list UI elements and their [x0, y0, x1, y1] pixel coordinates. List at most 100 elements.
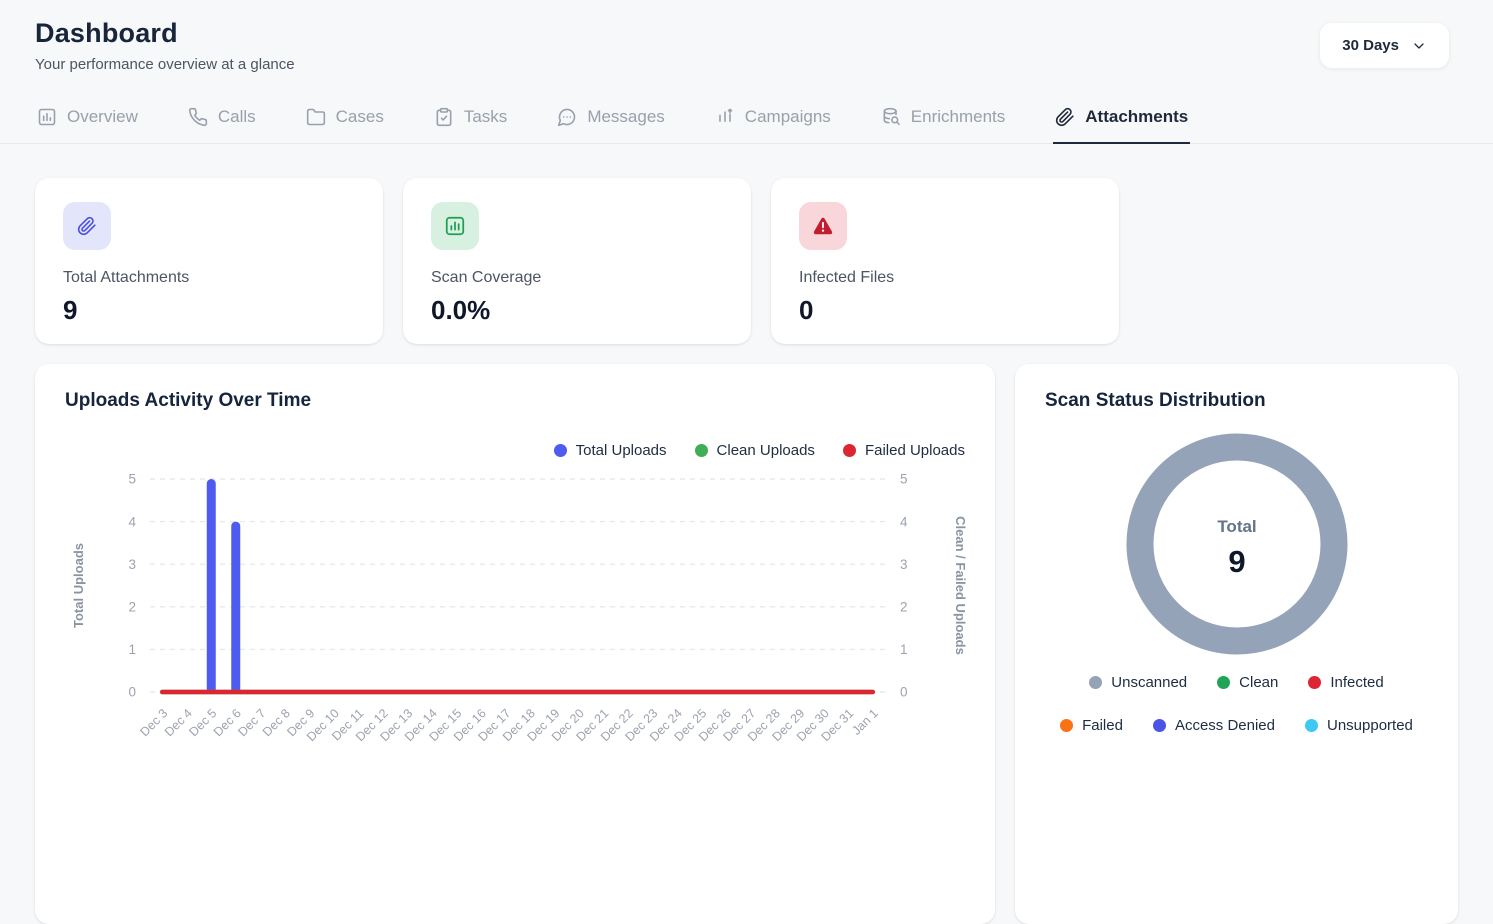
uploads-chart-svg: 0 0 1 1 2 2 3 3 4 4 5 5 Total Uploads Clean / Failed … — [71, 472, 968, 744]
page-title: Dashboard — [35, 18, 178, 48]
tab-label: Overview — [67, 107, 138, 126]
stat-card-total-attachments: Total Attachments 9 — [35, 178, 383, 344]
legend-dot — [1217, 676, 1231, 689]
legend-label: Unscanned — [1111, 674, 1188, 691]
svg-text:1: 1 — [128, 642, 136, 657]
scan-status-card: Scan Status Distribution Total 9 Unscanne… — [1015, 364, 1458, 924]
stat-card-scan-coverage: Scan Coverage 0.0% — [403, 178, 751, 344]
clipboard-icon — [434, 107, 454, 127]
tab-bar: Overview Calls Cases Tasks Messages Campaigns… — [0, 97, 1493, 144]
legend-item-access-denied[interactable]: Access Denied — [1152, 717, 1275, 734]
legend-label: Access Denied — [1174, 717, 1275, 734]
stat-value: 0.0% — [431, 295, 491, 325]
chevron-down-icon — [1411, 38, 1427, 54]
svg-text:2: 2 — [900, 600, 908, 615]
paperclip-icon — [1055, 107, 1075, 127]
legend-dot — [1152, 719, 1166, 732]
page-header: Dashboard Your performance overview at a… — [0, 18, 1493, 73]
svg-text:1: 1 — [900, 642, 908, 657]
date-range-label: 30 Days — [1342, 37, 1399, 54]
tab-tasks[interactable]: Tasks — [432, 97, 509, 144]
svg-text:0: 0 — [128, 685, 136, 700]
uploads-chart-title: Uploads Activity Over Time — [65, 390, 312, 411]
svg-text:Total: Total — [1217, 517, 1256, 536]
tab-enrichments[interactable]: Enrichments — [879, 97, 1007, 144]
svg-text:3: 3 — [128, 557, 136, 572]
legend-item-unsupported[interactable]: Unsupported — [1305, 717, 1413, 734]
legend-label: Clean Uploads — [716, 442, 815, 459]
legend-item-total-uploads[interactable]: Total Uploads — [553, 442, 667, 459]
uploads-chart-legend: Total Uploads Clean Uploads Failed Uploads — [65, 442, 965, 459]
page-subtitle: Your performance overview at a glance — [35, 56, 295, 73]
legend-item-clean[interactable]: Clean — [1217, 674, 1278, 691]
stat-value: 0 — [799, 295, 814, 325]
stat-label: Scan Coverage — [431, 269, 542, 286]
svg-text:4: 4 — [900, 514, 908, 529]
paperclip-icon — [63, 202, 111, 250]
svg-text:Jan 1: Jan 1 — [849, 706, 881, 738]
legend-dot — [842, 444, 856, 457]
svg-text:Total Uploads: Total Uploads — [71, 543, 86, 628]
tab-label: Attachments — [1085, 107, 1189, 126]
phone-icon — [188, 107, 208, 127]
scan-status-donut: Total 9 — [1045, 432, 1428, 656]
bar-chart-icon — [431, 202, 479, 250]
uploads-chart: 0 0 1 1 2 2 3 3 4 4 5 5 Total Uploads Clean / Failed … — [65, 465, 968, 767]
svg-text:9: 9 — [1228, 544, 1245, 579]
svg-text:Clean / Failed Uploads: Clean / Failed Uploads — [953, 516, 968, 655]
scan-status-title: Scan Status Distribution — [1045, 390, 1266, 411]
folder-icon — [306, 107, 326, 127]
svg-text:3: 3 — [900, 557, 908, 572]
tab-label: Messages — [587, 107, 665, 126]
legend-dot — [1305, 719, 1318, 732]
enrichment-icon — [881, 107, 901, 127]
donut-chart-svg: Total 9 — [1126, 433, 1347, 655]
legend-label: Unsupported — [1327, 717, 1413, 734]
campaign-icon — [715, 107, 735, 127]
legend-label: Failed — [1082, 717, 1123, 734]
svg-text:0: 0 — [900, 685, 908, 700]
legend-item-infected[interactable]: Infected — [1308, 674, 1384, 691]
legend-dot — [694, 444, 708, 457]
uploads-activity-card: Uploads Activity Over Time Total Uploads… — [35, 364, 995, 924]
date-range-dropdown[interactable]: 30 Days — [1320, 23, 1449, 68]
stat-label: Infected Files — [799, 269, 895, 286]
svg-text:2: 2 — [128, 600, 136, 615]
svg-text:5: 5 — [128, 472, 136, 487]
svg-text:5: 5 — [900, 472, 908, 487]
tab-label: Cases — [335, 107, 384, 126]
tab-label: Enrichments — [910, 107, 1006, 126]
tab-overview[interactable]: Overview — [35, 97, 140, 144]
charts-row: Uploads Activity Over Time Total Uploads… — [0, 364, 1493, 924]
header-text: Dashboard Your performance overview at a… — [35, 18, 295, 73]
legend-item-failed-uploads[interactable]: Failed Uploads — [842, 442, 965, 459]
legend-item-unscanned[interactable]: Unscanned — [1089, 674, 1187, 691]
chat-icon — [557, 107, 577, 127]
legend-dot — [553, 444, 567, 457]
tab-calls[interactable]: Calls — [186, 97, 258, 144]
legend-label: Clean — [1239, 674, 1279, 691]
legend-label: Infected — [1330, 674, 1384, 691]
tab-label: Campaigns — [744, 107, 831, 126]
stat-value: 9 — [63, 295, 78, 325]
stats-row: Total Attachments 9 Scan Coverage 0.0% Infec… — [0, 178, 1493, 344]
legend-dot — [1308, 676, 1322, 689]
tab-cases[interactable]: Cases — [304, 97, 386, 144]
legend-dot — [1089, 676, 1103, 689]
legend-item-failed[interactable]: Failed — [1060, 717, 1123, 734]
legend-label: Failed Uploads — [864, 442, 965, 459]
legend-dot — [1060, 719, 1074, 732]
tab-messages[interactable]: Messages — [555, 97, 666, 144]
tab-attachments[interactable]: Attachments — [1053, 97, 1191, 144]
stat-label: Total Attachments — [63, 269, 190, 286]
tab-label: Calls — [217, 107, 256, 126]
tab-campaigns[interactable]: Campaigns — [713, 97, 833, 144]
stat-card-infected-files: Infected Files 0 — [771, 178, 1119, 344]
legend-item-clean-uploads[interactable]: Clean Uploads — [694, 442, 815, 459]
tab-label: Tasks — [463, 107, 508, 126]
svg-text:4: 4 — [128, 514, 136, 529]
overview-icon — [37, 107, 57, 127]
legend-label: Total Uploads — [575, 442, 667, 459]
warning-icon — [799, 202, 847, 250]
